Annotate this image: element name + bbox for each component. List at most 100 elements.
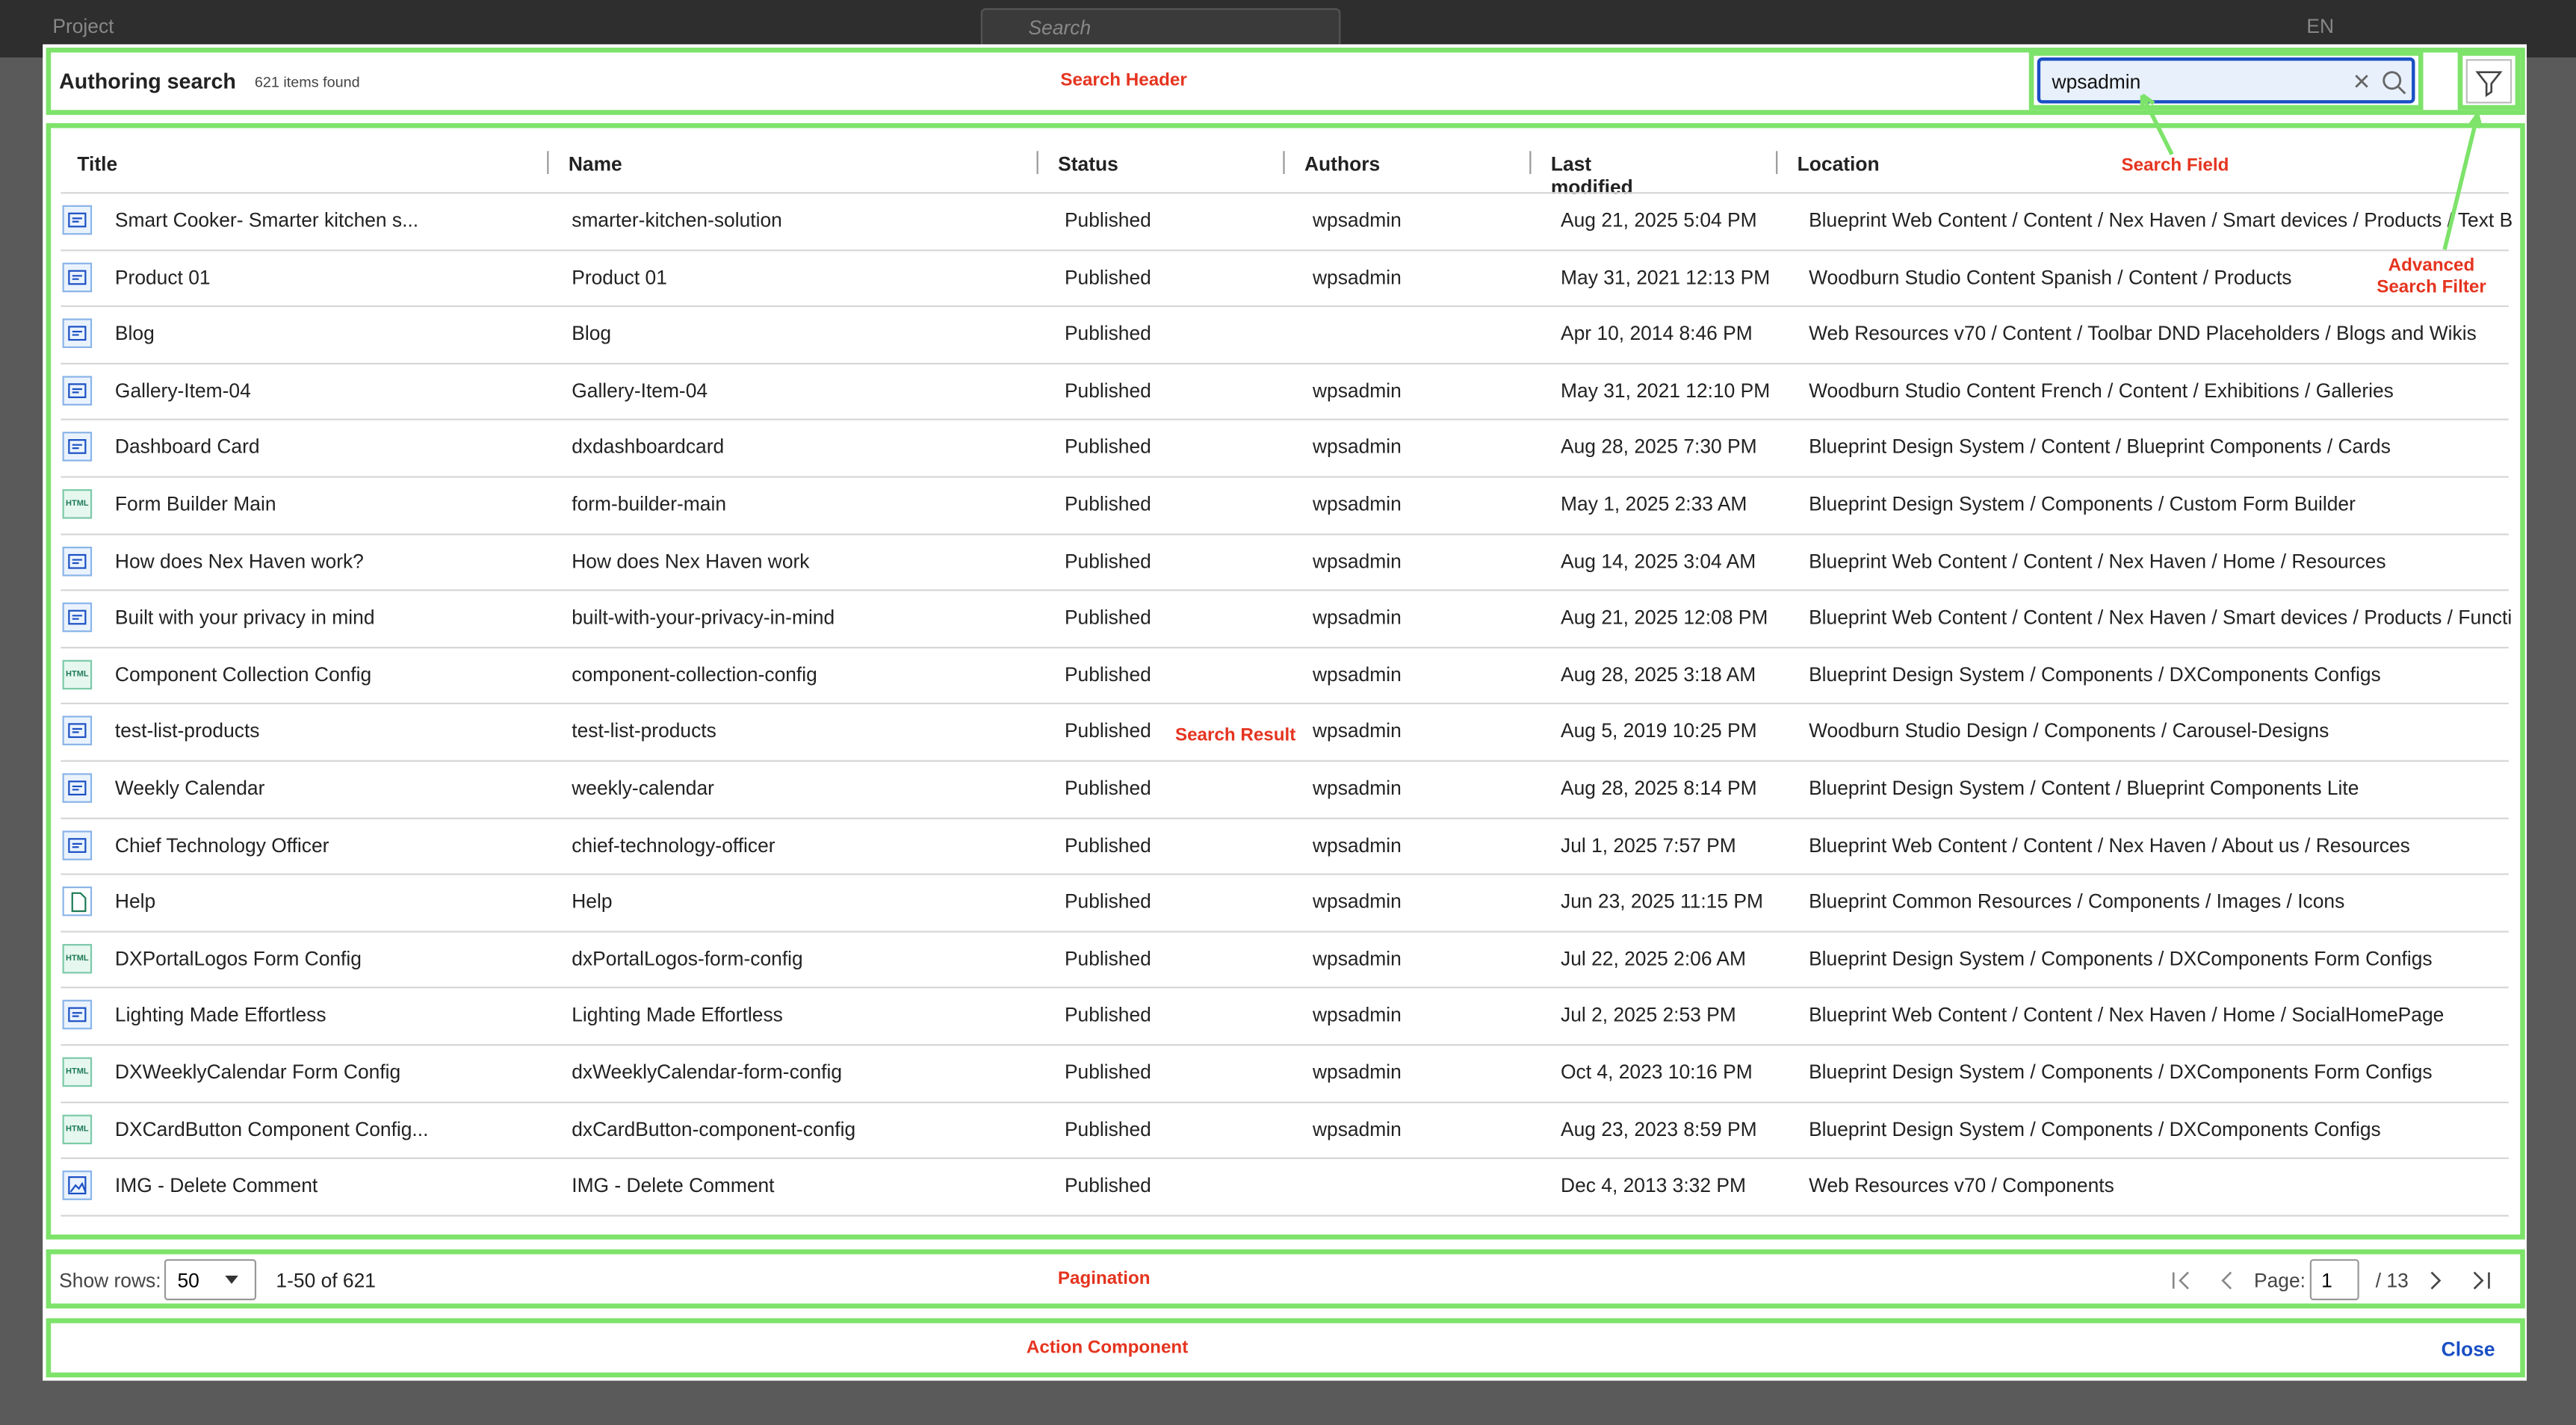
cell: Dashboard Card	[114, 435, 260, 459]
annotation: Pagination	[1057, 1269, 1151, 1289]
page-total: / 13	[2375, 1269, 2409, 1292]
cell: wpsadmin	[1312, 379, 1402, 403]
row-divider	[61, 362, 2509, 364]
highlight-results	[46, 122, 2525, 1240]
next-last-buttons[interactable]	[2423, 1267, 2497, 1294]
cell: Published	[1064, 946, 1151, 970]
row-divider	[61, 419, 2509, 421]
cell: Lighting Made Effortless	[114, 1003, 326, 1027]
cell: wpsadmin	[1312, 549, 1402, 573]
column-divider	[1529, 151, 1532, 175]
rows-select[interactable]: 50	[164, 1258, 257, 1300]
row-divider	[61, 816, 2509, 819]
column-header[interactable]: Name	[568, 152, 622, 176]
cell: wpsadmin	[1312, 435, 1402, 459]
item-icon: HTML	[62, 489, 93, 519]
cell: dxdashboardcard	[572, 435, 725, 459]
annotation: Search Header	[1060, 70, 1187, 90]
language-menu[interactable]: EN	[2306, 14, 2335, 38]
project-menu[interactable]: Project	[52, 14, 114, 38]
column-divider	[1776, 151, 1778, 175]
cell: Blueprint Common Resources / Components …	[1809, 890, 2345, 913]
cell: Jul 1, 2025 7:57 PM	[1561, 833, 1736, 857]
close-button[interactable]: Close	[2441, 1338, 2495, 1362]
annotation: Search Result	[1174, 725, 1296, 745]
cell: form-builder-main	[572, 492, 727, 516]
cell: dxPortalLogos-form-config	[572, 946, 803, 970]
row-divider	[61, 305, 2509, 308]
cell: Web Resources v70 / Content / Toolbar DN…	[1809, 322, 2477, 346]
cell: Form Builder Main	[114, 492, 276, 516]
search-input-icons	[2355, 71, 2406, 95]
cell: May 31, 2021 12:13 PM	[1561, 265, 1771, 288]
cell: dxWeeklyCalendar-form-config	[572, 1061, 843, 1084]
column-header[interactable]: Title	[77, 152, 118, 176]
cell: Woodburn Studio Content French / Content…	[1809, 379, 2394, 403]
cell: Published	[1064, 549, 1151, 573]
cell: DXCardButton Component Config...	[114, 1117, 429, 1140]
row-divider	[61, 646, 2509, 648]
row-divider	[61, 930, 2509, 933]
item-icon: HTML	[62, 943, 93, 974]
page-label: Page:	[2254, 1269, 2306, 1292]
cell: Published	[1064, 662, 1151, 686]
first-prev-buttons[interactable]	[2169, 1267, 2251, 1294]
cell: May 1, 2025 2:33 AM	[1561, 492, 1747, 516]
cell: wpsadmin	[1312, 265, 1402, 288]
cell: Aug 21, 2025 5:04 PM	[1561, 208, 1757, 232]
cell: Blueprint Web Content / Content / Nex Ha…	[1809, 833, 2410, 857]
cell: Help	[114, 890, 156, 913]
page-input[interactable]: 1	[2309, 1258, 2359, 1300]
cell: Blueprint Web Content / Content / Nex Ha…	[1809, 606, 2512, 630]
cell: Published	[1064, 379, 1151, 403]
cell: Published	[1064, 776, 1151, 800]
row-divider	[61, 533, 2509, 535]
row-divider	[61, 760, 2509, 762]
cell: Gallery-Item-04	[114, 379, 251, 403]
column-header[interactable]: Status	[1058, 152, 1118, 176]
cell: wpsadmin	[1312, 1117, 1402, 1140]
cell: smarter-kitchen-solution	[572, 208, 782, 232]
cell: Published	[1064, 1174, 1151, 1197]
cell: Dec 4, 2013 3:32 PM	[1561, 1174, 1746, 1197]
column-header[interactable]: Location	[1797, 152, 1880, 176]
cell: IMG - Delete Comment	[572, 1174, 775, 1197]
cell: Woodburn Studio Design / Components / Ca…	[1809, 719, 2329, 743]
column-header[interactable]: Last modified	[1550, 152, 1633, 199]
cell: Published	[1064, 208, 1151, 232]
cell: Published	[1064, 265, 1151, 288]
item-icon	[62, 716, 93, 746]
item-icon	[62, 773, 93, 803]
cell: chief-technology-officer	[572, 833, 775, 857]
cell: wpsadmin	[1312, 890, 1402, 913]
row-divider	[61, 873, 2509, 876]
item-icon	[62, 205, 93, 235]
dropdown-arrow	[225, 1275, 238, 1284]
cell: Jul 2, 2025 2:53 PM	[1561, 1003, 1736, 1027]
item-icon: HTML	[62, 659, 93, 689]
cell: May 31, 2021 12:10 PM	[1561, 379, 1771, 403]
item-icon	[62, 887, 93, 916]
cell: test-list-products	[572, 719, 716, 743]
row-divider	[61, 1044, 2509, 1046]
cell: Product 01	[114, 265, 211, 288]
column-header[interactable]: Authors	[1304, 152, 1381, 176]
cell: Blueprint Design System / Components / D…	[1809, 946, 2433, 970]
search-input[interactable]: wpsadmin	[2037, 57, 2415, 104]
cell: wpsadmin	[1312, 776, 1402, 800]
cell: Built with your privacy in mind	[114, 606, 375, 630]
row-divider	[61, 476, 2509, 478]
cell: Aug 28, 2025 7:30 PM	[1561, 435, 1757, 459]
cell: wpsadmin	[1312, 606, 1402, 630]
cell: Aug 21, 2025 12:08 PM	[1561, 606, 1768, 630]
filter-button[interactable]	[2465, 59, 2512, 104]
cell: Blog	[114, 322, 155, 346]
cell: Aug 28, 2025 3:18 AM	[1561, 662, 1756, 686]
show-rows-label: Show rows:	[59, 1269, 161, 1292]
cell: Published	[1064, 606, 1151, 630]
item-icon	[62, 546, 93, 576]
row-divider	[61, 987, 2509, 990]
cell: Gallery-Item-04	[572, 379, 708, 403]
highlight-filter	[2457, 51, 2521, 111]
cell: Web Resources v70 / Components	[1809, 1174, 2114, 1197]
